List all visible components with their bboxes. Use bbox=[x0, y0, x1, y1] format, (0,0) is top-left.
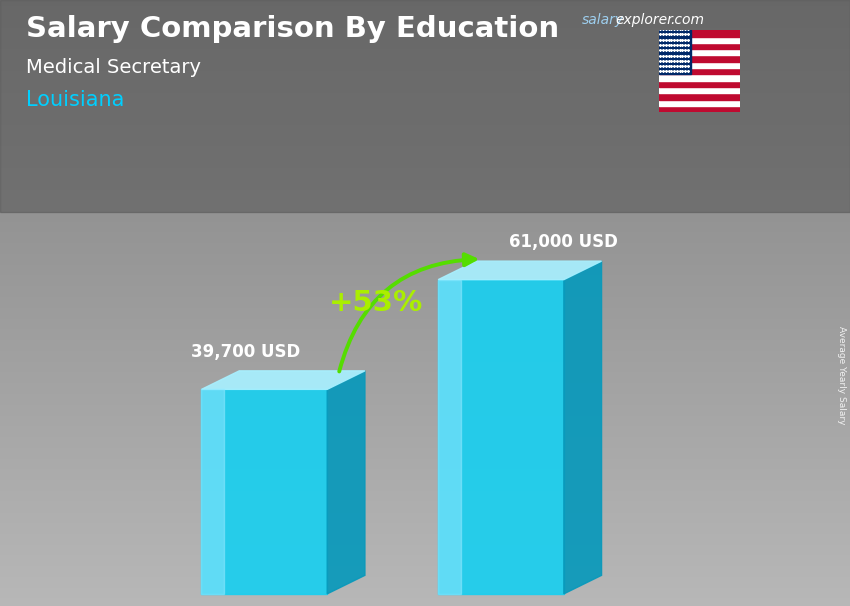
Text: Average Yearly Salary: Average Yearly Salary bbox=[836, 327, 846, 425]
Polygon shape bbox=[438, 280, 564, 594]
FancyArrowPatch shape bbox=[339, 254, 475, 371]
Bar bbox=[659, 81, 740, 87]
Text: Salary Comparison By Education: Salary Comparison By Education bbox=[26, 15, 558, 43]
Bar bbox=[659, 30, 740, 36]
Text: +53%: +53% bbox=[329, 289, 423, 317]
Bar bbox=[659, 56, 740, 62]
Bar bbox=[659, 99, 740, 106]
Bar bbox=[659, 30, 691, 75]
Bar bbox=[659, 43, 740, 49]
Bar bbox=[659, 106, 740, 112]
Text: salary: salary bbox=[582, 13, 625, 27]
Bar bbox=[659, 49, 740, 56]
Polygon shape bbox=[201, 371, 365, 390]
Text: Louisiana: Louisiana bbox=[26, 90, 124, 110]
Polygon shape bbox=[0, 0, 850, 212]
Text: Medical Secretary: Medical Secretary bbox=[26, 58, 201, 76]
Bar bbox=[659, 93, 740, 99]
Bar bbox=[659, 62, 740, 68]
Polygon shape bbox=[201, 390, 327, 594]
Text: 39,700 USD: 39,700 USD bbox=[191, 342, 300, 361]
Polygon shape bbox=[438, 280, 461, 594]
Polygon shape bbox=[438, 261, 602, 280]
Text: 61,000 USD: 61,000 USD bbox=[509, 233, 618, 251]
Polygon shape bbox=[327, 371, 365, 594]
Polygon shape bbox=[201, 390, 224, 594]
Text: explorer: explorer bbox=[615, 13, 673, 27]
Text: .com: .com bbox=[671, 13, 705, 27]
Bar bbox=[659, 87, 740, 93]
Bar bbox=[659, 36, 740, 43]
Bar bbox=[659, 75, 740, 81]
Polygon shape bbox=[564, 261, 602, 594]
Bar bbox=[659, 68, 740, 75]
